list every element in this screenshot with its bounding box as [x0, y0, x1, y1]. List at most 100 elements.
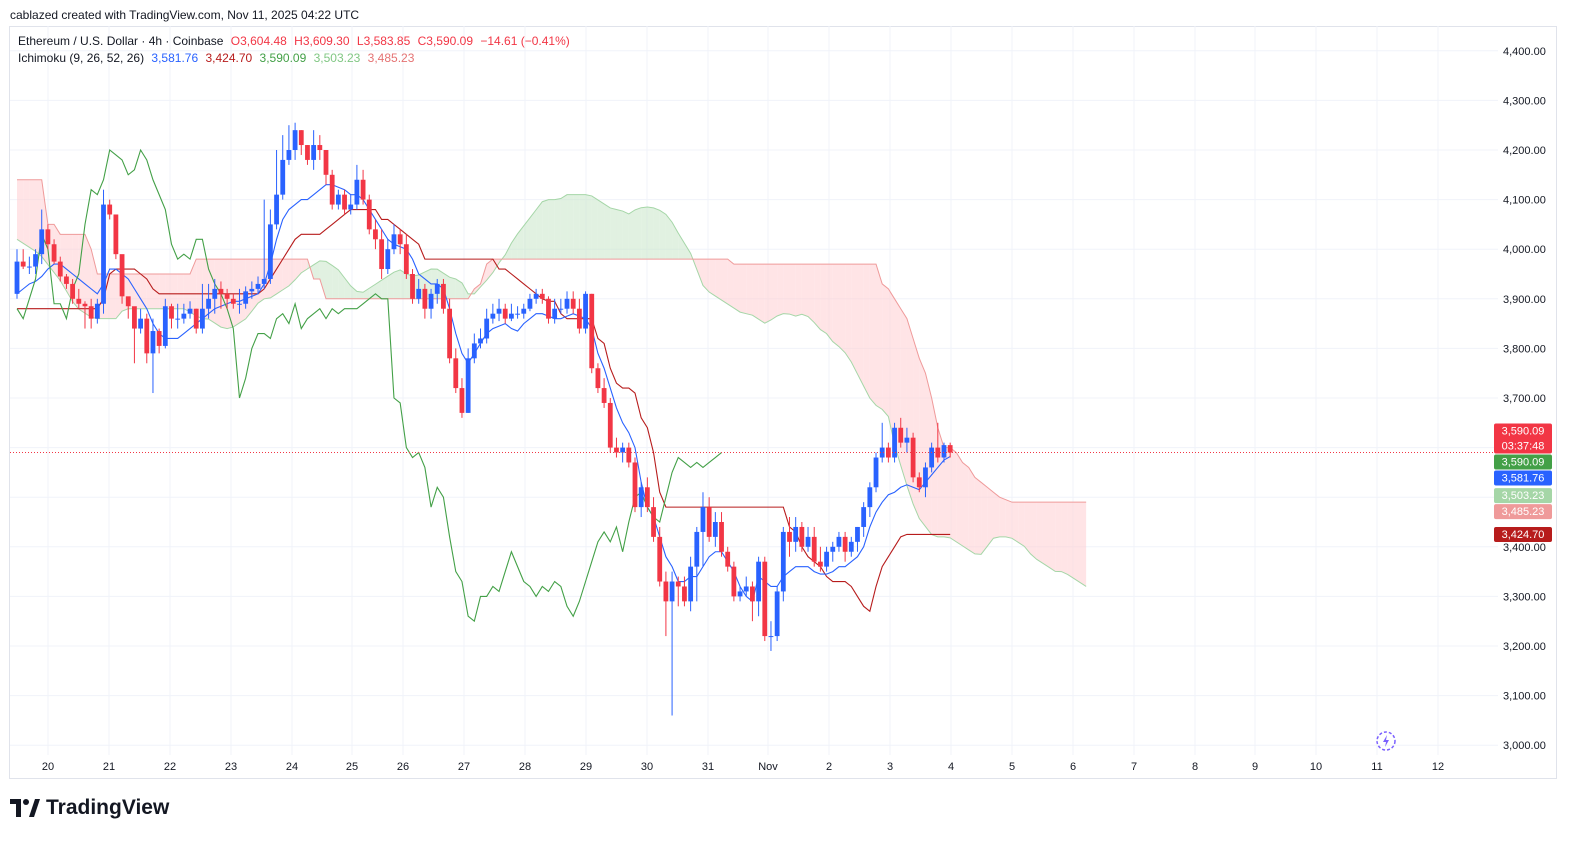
candle [923, 462, 928, 498]
candle-body [366, 199, 372, 230]
cloud-segment [295, 259, 302, 280]
candle-body [879, 447, 885, 458]
candle [212, 278, 218, 314]
y-tick-label: 4,100.00 [1503, 195, 1546, 207]
candle-body [824, 551, 829, 567]
candle-body [700, 507, 706, 532]
candle [892, 422, 897, 463]
cloud-segment [511, 233, 518, 260]
symbol-legend[interactable]: Ethereum / U.S. Dollar · 4h · Coinbase O… [18, 34, 574, 48]
cloud-segment [845, 264, 852, 363]
price-tag-conversion: 3,581.76 [1494, 470, 1552, 486]
cloud-segment [733, 264, 741, 313]
lagging-span [16, 148, 722, 623]
cloud-segment [338, 269, 345, 299]
candle-body [626, 447, 632, 463]
candle [632, 457, 638, 513]
candle-body [805, 536, 811, 547]
y-tick-label: 3,100.00 [1503, 691, 1546, 703]
x-tick-label: 26 [397, 761, 409, 773]
x-tick-label: 23 [225, 761, 237, 773]
cloud-segment [387, 272, 394, 299]
x-tick-label: 31 [702, 761, 714, 773]
candle-body [848, 541, 854, 552]
candle-body [156, 331, 162, 346]
candle [132, 306, 137, 364]
candle-body [101, 204, 106, 304]
cloud-segment [981, 482, 988, 555]
candle [175, 303, 181, 329]
cloud-segment [548, 199, 555, 260]
cloud-segment [721, 259, 728, 305]
candle [626, 442, 632, 468]
candle-body [873, 457, 879, 488]
candle-body [916, 477, 922, 488]
cloud-segment [1018, 502, 1025, 547]
candle [255, 276, 261, 294]
candle [20, 249, 26, 270]
cloud-segment [709, 259, 716, 297]
candle [774, 586, 780, 642]
candle [780, 526, 786, 602]
candle [929, 442, 935, 473]
price-tag-bg [1494, 504, 1552, 520]
x-tick-label: 12 [1432, 761, 1444, 773]
price-tag-bg [1494, 423, 1552, 454]
candle [267, 209, 273, 284]
cloud-segment [789, 264, 796, 317]
candle-body [614, 447, 619, 453]
candle [335, 189, 341, 210]
candle [756, 556, 761, 617]
cloud-segment [610, 207, 617, 260]
candle-body [762, 561, 768, 637]
candle-body [787, 531, 792, 542]
candle [119, 254, 125, 304]
cloud-segment [616, 209, 623, 260]
candle [305, 145, 310, 165]
span-b-value: 3,485.23 [367, 51, 415, 65]
cloud-segment [560, 194, 568, 260]
y-tick-label: 4,200.00 [1503, 145, 1546, 157]
candle-body [929, 447, 935, 468]
candle-body [527, 298, 533, 309]
tradingview-logo[interactable]: TradingView [10, 796, 169, 820]
candle [169, 303, 174, 329]
indicator-legend[interactable]: Ichimoku (9, 26, 52, 26) 3,581.76 3,424.… [18, 51, 418, 65]
indicator-title: Ichimoku (9, 26, 52, 26) [18, 51, 145, 65]
time-axis[interactable]: 20 21 22 23 24 25 26 27 28 29 30 31 Nov 2 3 4 5 6 7 8 9 10 11 1… [42, 761, 1444, 773]
candle [82, 301, 88, 329]
cloud-segment [628, 209, 635, 260]
candle [94, 298, 100, 324]
cloud-segment [653, 207, 660, 260]
cloud-segment [869, 264, 877, 406]
publish-line: cablazed created with TradingView.com, N… [10, 8, 360, 22]
price-axis[interactable]: 3,000.00 3,100.00 3,200.00 3,300.00 3,400.00… [1503, 46, 1546, 752]
cloud-segment [1030, 502, 1037, 560]
cloud-segment [863, 264, 870, 399]
candle-body [162, 306, 168, 346]
candle-body [595, 368, 601, 389]
candle [768, 621, 774, 651]
candle-body [496, 308, 502, 314]
candle-body [663, 581, 669, 602]
countdown-label: 03:37:48 [1502, 441, 1545, 453]
candle-body [434, 283, 440, 294]
cloud-segment [974, 477, 982, 555]
candle-body [88, 306, 94, 319]
replay-icon[interactable] [1376, 731, 1396, 751]
candle-body [403, 244, 409, 274]
candle-body [360, 179, 366, 200]
cloud-segment [746, 264, 753, 316]
candle [570, 291, 576, 314]
candle [576, 298, 582, 334]
candle-body [910, 437, 916, 478]
candle [33, 249, 38, 274]
cloud-segment [91, 249, 98, 319]
candle-body [410, 274, 415, 299]
cloud-segment [245, 259, 252, 319]
candle [614, 437, 619, 458]
candle [515, 306, 520, 319]
candle [348, 194, 354, 215]
candle-body [867, 487, 873, 508]
